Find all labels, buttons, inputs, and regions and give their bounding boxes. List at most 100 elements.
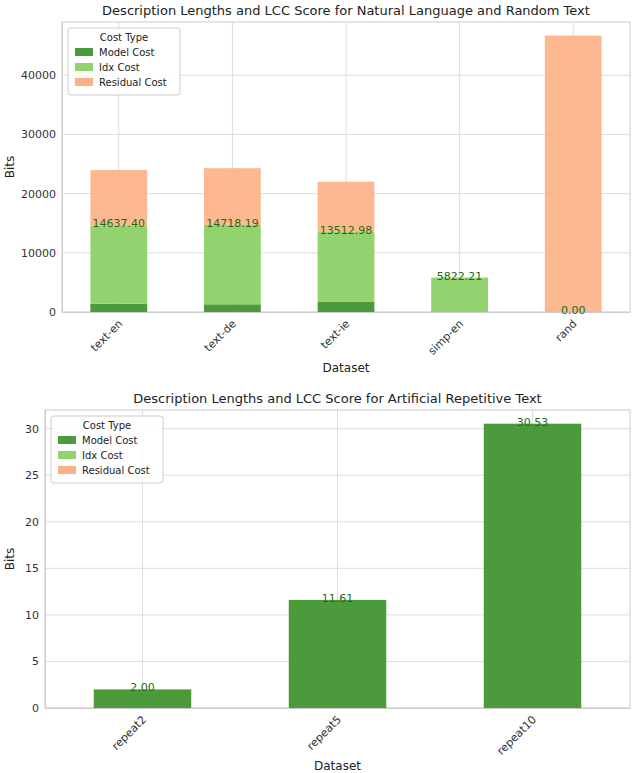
bar <box>90 225 147 303</box>
data-label: 11.61 <box>322 592 354 605</box>
data-label: 0.00 <box>561 304 586 317</box>
tick-label: rand <box>553 317 580 344</box>
axis-title: Bits <box>3 156 17 179</box>
bar <box>318 302 375 312</box>
data-label: 13512.98 <box>320 224 373 237</box>
tick-label: text-de <box>202 317 239 354</box>
legend: Cost Type Model Cost Idx Cost Residual Cost <box>51 416 163 483</box>
tick: 30000 <box>21 128 62 141</box>
axis-line <box>63 312 631 313</box>
legend-swatch <box>75 48 93 56</box>
bar <box>318 232 375 302</box>
grid-line <box>459 22 460 312</box>
bar <box>431 278 488 312</box>
figure: 010000200003000040000text-entext-detext-… <box>0 0 640 773</box>
legend-label: Model Cost <box>99 47 155 58</box>
tick: text-en <box>88 312 125 354</box>
chart: 0 5 10 15 20 25 30 repeat2 repeat5 repeat10 2.00 11… <box>3 391 631 773</box>
legend-label: Residual Cost <box>82 465 150 476</box>
axis-line <box>46 708 631 709</box>
tick: simp-en <box>426 312 466 358</box>
legend-swatch <box>75 63 93 71</box>
axis-line <box>62 23 63 313</box>
score-labels: 14637.40 14718.19 13512.98 5822.21 0.00 <box>93 217 586 317</box>
x-axis: repeat2 repeat5 repeat10 <box>46 708 631 758</box>
tick: 25 <box>25 469 45 482</box>
tick: 20000 <box>21 188 62 201</box>
tick: text-ie <box>318 312 352 352</box>
plot-frame <box>62 22 630 312</box>
bar <box>204 304 261 312</box>
tick-label: 30 <box>25 423 39 436</box>
data-label: 2.00 <box>130 681 155 694</box>
x-axis: text-en text-de text-ie simp-en rand <box>63 312 631 358</box>
tick: 0 <box>49 306 62 319</box>
axis-title: Dataset <box>314 759 361 773</box>
tick: 10000 <box>21 247 62 260</box>
tick: 30 <box>25 423 45 436</box>
tick-label: repeat10 <box>495 713 539 757</box>
tick-label: 5 <box>32 655 39 668</box>
legend-swatch <box>58 451 76 459</box>
tick-label: 10000 <box>21 247 56 260</box>
score-labels: 2.00 11.61 30.53 <box>130 416 548 695</box>
axis-title: Dataset <box>323 361 370 375</box>
bar <box>204 225 261 304</box>
bar <box>289 600 387 708</box>
legend-label: Idx Cost <box>82 450 123 461</box>
tick: text-de <box>202 312 239 354</box>
tick: repeat5 <box>304 708 343 753</box>
tick: 20 <box>25 516 45 529</box>
plot-frame <box>45 410 630 708</box>
grid <box>62 22 630 312</box>
plot-area: 0 5 10 15 20 25 30 repeat2 repeat5 repeat10 2.00 11… <box>25 410 631 758</box>
tick-label: 15 <box>25 562 39 575</box>
series <box>90 225 488 312</box>
series <box>94 424 582 708</box>
legend-label: Model Cost <box>82 435 138 446</box>
bars <box>94 424 582 708</box>
tick: 10 <box>25 609 45 622</box>
plot-area: 010000200003000040000text-entext-detext-… <box>21 22 631 358</box>
tick-label: 20000 <box>21 188 56 201</box>
tick-label: 25 <box>25 469 39 482</box>
legend-swatch <box>58 466 76 474</box>
y-axis: 0 10000 20000 30000 40000 <box>21 23 63 320</box>
legend-swatch <box>58 436 76 444</box>
title: Description Lengths and LCC Score for Na… <box>102 3 590 18</box>
legend-swatch <box>75 78 93 86</box>
bar <box>90 304 147 312</box>
data-label: 14718.19 <box>206 217 259 230</box>
tick: 40000 <box>21 69 62 82</box>
tick: 15 <box>25 562 45 575</box>
tick-label: repeat5 <box>304 713 343 752</box>
tick: repeat2 <box>109 708 148 753</box>
tick-label: 20 <box>25 516 39 529</box>
legend-title: Cost Type <box>100 32 148 43</box>
axis-title: Bits <box>3 548 17 571</box>
bar <box>545 36 602 312</box>
legend-label: Residual Cost <box>99 77 167 88</box>
legend-label: Idx Cost <box>99 62 140 73</box>
data-label: 5822.21 <box>437 270 483 283</box>
tick-label: 40000 <box>21 69 56 82</box>
data-label: 14637.40 <box>93 217 145 230</box>
tick-label: text-ie <box>318 317 352 351</box>
tick-label: 30000 <box>21 128 56 141</box>
tick-label: text-en <box>88 317 125 354</box>
y-axis: 0 5 10 15 20 25 30 <box>25 411 46 716</box>
tick-label: 10 <box>25 609 39 622</box>
axis-line <box>45 411 46 709</box>
legend-frame <box>51 416 163 483</box>
tick: repeat10 <box>495 708 539 758</box>
grid <box>45 410 630 708</box>
data-label: 30.53 <box>517 416 549 429</box>
tick-label: simp-en <box>426 317 466 357</box>
tick-label: 0 <box>32 702 39 715</box>
legend-title: Cost Type <box>83 420 131 431</box>
tick: 5 <box>32 655 45 668</box>
legend-frame <box>68 28 180 95</box>
tick-label: repeat2 <box>109 713 148 752</box>
legend: Cost Type Model Cost Idx Cost Residual Cost <box>68 28 180 95</box>
tick-label: 0 <box>49 306 56 319</box>
